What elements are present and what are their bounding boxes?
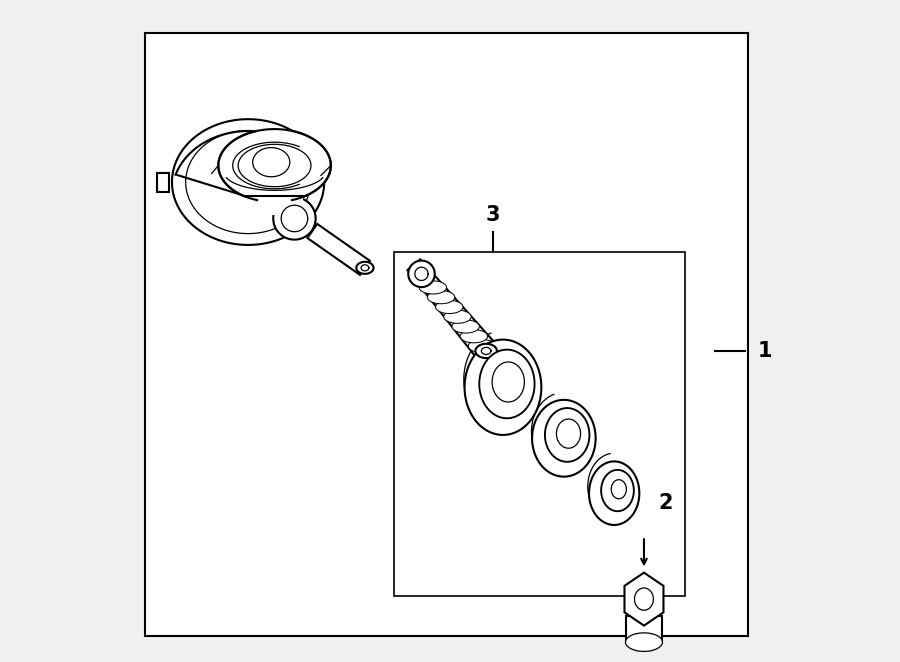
Polygon shape — [475, 344, 497, 358]
Bar — [247, 193, 302, 215]
Text: 2: 2 — [658, 493, 672, 513]
Polygon shape — [409, 261, 435, 287]
Polygon shape — [452, 320, 480, 333]
Polygon shape — [419, 281, 446, 294]
Polygon shape — [556, 419, 581, 448]
Polygon shape — [464, 340, 542, 435]
Polygon shape — [611, 480, 626, 498]
Bar — [393, 252, 685, 596]
Polygon shape — [625, 573, 663, 626]
Polygon shape — [436, 301, 463, 314]
Polygon shape — [532, 400, 596, 477]
Polygon shape — [460, 330, 488, 343]
Polygon shape — [601, 470, 634, 511]
Polygon shape — [356, 261, 374, 274]
Polygon shape — [480, 350, 535, 418]
Polygon shape — [444, 310, 472, 323]
Polygon shape — [428, 291, 454, 304]
Polygon shape — [308, 224, 370, 275]
Bar — [158, 173, 169, 192]
Text: 3: 3 — [486, 205, 500, 225]
Polygon shape — [172, 119, 324, 245]
Polygon shape — [544, 408, 590, 462]
Polygon shape — [626, 633, 662, 651]
Polygon shape — [238, 144, 311, 187]
Polygon shape — [492, 362, 525, 402]
Polygon shape — [408, 260, 495, 359]
Polygon shape — [253, 148, 290, 177]
Polygon shape — [219, 129, 331, 202]
Polygon shape — [468, 340, 496, 353]
Polygon shape — [634, 588, 653, 610]
Bar — [626, 616, 662, 642]
Text: 1: 1 — [758, 341, 772, 361]
Polygon shape — [589, 461, 639, 525]
Polygon shape — [274, 197, 316, 240]
